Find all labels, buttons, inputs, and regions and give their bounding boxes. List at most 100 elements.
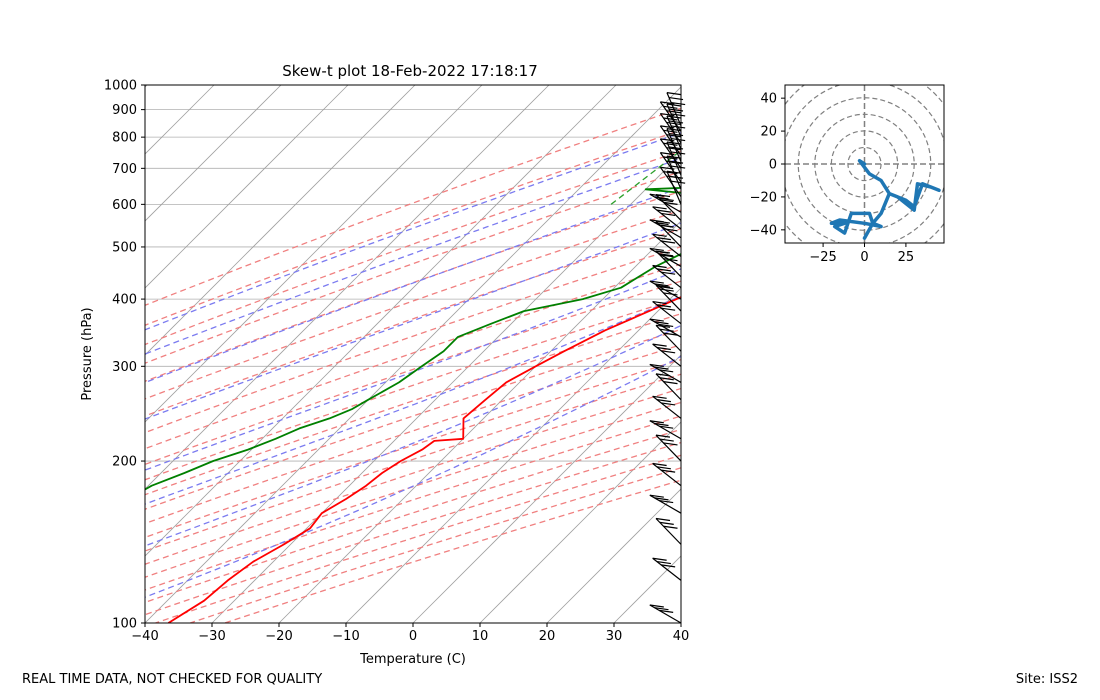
x-tick-label: 20 [539,629,556,644]
y-tick-label: 600 [112,198,137,213]
wind-barb-feather [659,369,674,373]
isotherm-line [479,421,681,623]
wind-barb-feather [666,110,681,114]
wind-barb-feather [649,494,664,498]
y-tick-label: 100 [112,617,137,632]
wind-barb-feather [668,120,684,124]
isotherm-line [0,85,13,623]
wind-barb-feather [655,517,671,522]
wind-barb-staff [649,247,682,267]
wind-barb-feather [663,117,678,121]
wind-barb-feather [649,247,664,252]
x-tick-label: −20 [265,629,292,644]
isotherm-line [145,85,483,423]
wind-barb-feather [652,462,667,467]
x-tick-label: 30 [606,629,623,644]
wind-barb-feather [656,560,671,565]
wind-barb-feather [656,209,671,213]
isotherm-line [145,85,550,490]
wind-barb-feather [654,283,669,287]
mixing-ratio-line [942,85,1100,204]
wind-barb-feather [652,557,667,561]
wind-barb-feather [663,129,678,133]
wind-barb-feather [649,318,664,322]
wind-barb-feather [666,115,682,119]
wind-barb-feather [666,121,681,126]
x-tick-label: 40 [673,629,690,644]
wind-barb-feather [655,373,671,377]
wind-barb-feather [649,193,664,197]
wind-barb-feather [671,101,686,106]
wind-barb-feather [663,105,678,109]
hodograph-x-tick-label: 25 [898,250,915,265]
dry-adiabat [145,263,681,450]
wind-barb-feather [661,307,676,311]
x-tick-label: −30 [198,629,225,644]
wind-barb-feather [656,399,671,403]
wind-barb-feather [671,113,686,117]
isotherm-line [145,85,349,289]
moist-adiabat [145,157,681,355]
wind-barb-feather [663,292,678,296]
wind-barb-staff [649,604,682,624]
dry-adiabat [145,373,681,552]
temperature-profile [167,296,681,623]
wind-barb-feather [655,434,671,438]
isotherm-line [345,287,681,623]
y-tick-label: 500 [112,240,137,255]
wind-barb-feather [666,103,682,107]
wind-barb-staff [649,363,682,383]
wind-barb-feather [663,525,678,529]
wind-barb-feather [659,438,674,442]
wind-barb-feather [652,233,667,237]
wind-barb-feather [652,264,667,269]
wind-barb-feather [661,402,676,406]
wind-barb-feather [652,343,667,347]
mixing-ratio-line [731,85,893,204]
wind-barb-feather [659,323,674,328]
x-tick-label: 10 [472,629,489,644]
wind-barb-feather [663,381,678,385]
wind-barb-feather [654,422,669,427]
wind-barb-feather [659,521,674,525]
wind-barb-feather [654,497,669,501]
wind-barb-feather [666,160,681,165]
isotherm-line [546,488,681,623]
y-tick-label: 900 [112,103,137,118]
mixing-ratio-line [961,85,1100,204]
wind-barb-feather [649,420,664,424]
hodograph-y-tick-label: 40 [760,92,777,107]
wind-barb-feather [659,285,674,290]
hodograph-trace [829,158,941,240]
isotherm-line [145,85,215,155]
dry-adiabat [145,296,681,481]
mixing-ratio-line [977,85,1100,204]
hodograph-y-tick-label: −20 [750,190,777,205]
isotherm-line [613,555,681,623]
mixing-ratio-line [676,200,681,205]
wind-barb-feather [654,321,669,325]
y-tick-label: 700 [112,162,137,177]
y-tick-label: 400 [112,293,137,308]
wind-barb-feather [661,564,676,568]
wind-barb-feather [663,156,678,160]
mixing-ratio-line [809,85,976,204]
hodograph-line [829,158,941,240]
x-axis-label: Temperature (C) [359,652,466,667]
wind-barb-feather [659,199,674,203]
y-tick-label: 200 [112,455,137,470]
isotherm-line [145,86,681,623]
wind-barb-staff [649,494,682,514]
dry-adiabat [145,280,681,466]
wind-barb-feather [663,201,678,205]
dry-adiabat [145,344,681,525]
hodograph-x-tick-label: 0 [860,250,868,265]
isotherm-line [145,85,617,557]
x-tick-label: 0 [409,629,417,644]
wind-barb-feather [668,96,684,101]
wind-barb-feather [659,425,674,429]
isotherm-line [0,85,80,623]
wind-barb-feather [652,300,667,305]
isotherm-line [145,85,416,356]
